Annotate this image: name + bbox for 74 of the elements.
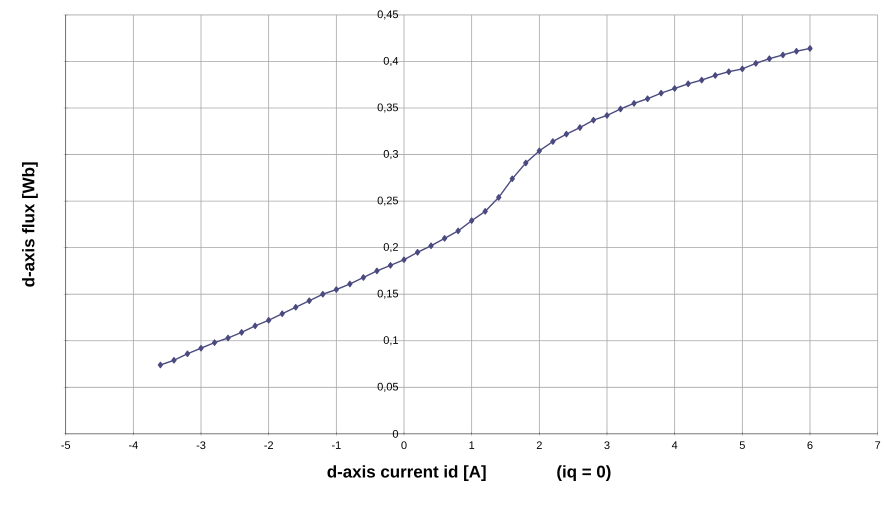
point — [794, 48, 800, 54]
x-tick-label: 1 — [469, 441, 474, 449]
point — [658, 90, 664, 96]
point — [604, 112, 610, 119]
y-tick-label: 0,45 — [378, 10, 398, 20]
point — [536, 147, 542, 154]
point — [496, 194, 502, 200]
point — [428, 242, 434, 249]
point — [469, 217, 474, 224]
x-axis-title: d-axis current id [A] — [328, 465, 486, 481]
point — [414, 248, 420, 256]
point — [523, 159, 528, 166]
y-tick-label: 0,05 — [378, 382, 398, 392]
point — [712, 72, 718, 79]
point — [510, 175, 515, 182]
point — [293, 304, 298, 310]
point — [564, 130, 570, 138]
point — [753, 60, 758, 66]
x-tick-label: -1 — [332, 441, 341, 449]
x-tick-label: -2 — [264, 441, 273, 449]
point — [184, 350, 190, 357]
point — [766, 55, 772, 62]
x-tick-label: 4 — [672, 441, 678, 449]
x-tick-label: 7 — [875, 441, 880, 449]
point — [699, 76, 704, 84]
x-tick-label: 5 — [740, 441, 745, 449]
point — [238, 328, 244, 336]
point — [225, 334, 231, 342]
x-tick-label: 2 — [536, 441, 542, 449]
point — [198, 344, 204, 352]
point — [482, 208, 488, 214]
point — [347, 280, 353, 288]
y-tick-label: 0,1 — [384, 336, 398, 346]
point — [644, 95, 650, 102]
point — [442, 234, 448, 242]
x-tick-label: 6 — [808, 441, 813, 449]
y-tick-label: 0,15 — [378, 289, 398, 299]
point — [388, 262, 394, 268]
x-tick-label: -5 — [61, 441, 70, 449]
point — [740, 65, 745, 72]
point — [726, 68, 732, 75]
point — [590, 116, 596, 124]
y-tick-label: 0,4 — [384, 56, 398, 66]
point — [780, 51, 786, 58]
point — [320, 290, 326, 298]
point — [212, 339, 218, 346]
point — [401, 256, 407, 263]
point — [618, 105, 624, 112]
point — [266, 316, 272, 324]
point — [280, 310, 285, 317]
point — [455, 227, 461, 234]
point — [686, 80, 691, 87]
x-tick-label: 3 — [604, 441, 610, 449]
point — [550, 138, 556, 145]
x-tick-label: 0 — [401, 441, 407, 449]
y-tick-label: 0,2 — [384, 242, 398, 252]
text: (iq = 0) — [557, 465, 611, 481]
x-tick-label: -3 — [196, 441, 206, 449]
x-tick-label: -4 — [128, 441, 138, 449]
y-axis-title: d-axis flux [Wb] — [22, 162, 38, 286]
point — [334, 286, 339, 293]
point — [577, 124, 583, 131]
y-tick-label: 0,3 — [384, 150, 398, 159]
y-tick-label: 0,35 — [378, 103, 398, 112]
point — [360, 274, 366, 281]
point — [374, 267, 380, 274]
point — [158, 361, 164, 368]
point — [171, 356, 177, 364]
y-tick-label: 0,25 — [378, 196, 398, 206]
point — [672, 84, 678, 92]
point — [306, 297, 312, 304]
point — [252, 322, 258, 329]
point — [807, 44, 813, 52]
point — [631, 100, 637, 106]
